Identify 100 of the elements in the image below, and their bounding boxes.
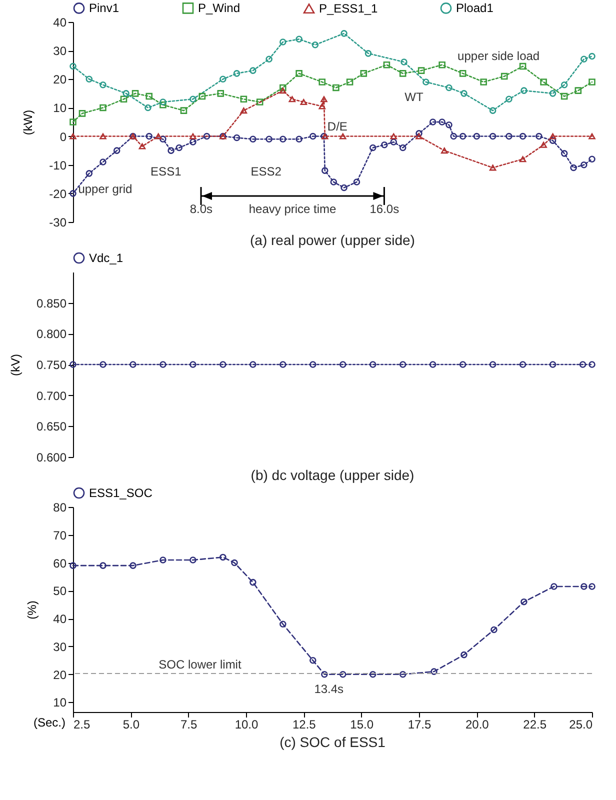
point [322, 167, 328, 174]
y-tick-label: 60 [53, 556, 67, 570]
point [369, 144, 376, 152]
x-tick-label: 12.5 [292, 718, 316, 732]
y-tick-label: 20 [53, 668, 67, 682]
point [520, 87, 528, 94]
point [300, 98, 308, 106]
point [459, 132, 466, 140]
point [154, 133, 162, 140]
point [280, 88, 286, 94]
point [250, 136, 256, 143]
point [296, 70, 302, 77]
y-tick-label: 10 [53, 101, 67, 116]
point [460, 90, 468, 97]
annotation: 13.4s [314, 682, 344, 696]
y-tick-label: 0.800 [36, 327, 67, 342]
point [266, 56, 272, 63]
point [399, 670, 406, 678]
point [198, 92, 206, 100]
point [450, 132, 457, 140]
point [70, 118, 76, 126]
x-tick-label: 25.0 [569, 718, 593, 732]
y-tick-label: 0.600 [36, 450, 67, 464]
point [100, 562, 106, 569]
point [560, 150, 568, 157]
point [70, 562, 76, 569]
point [440, 148, 448, 154]
point [100, 104, 106, 112]
point [506, 96, 512, 103]
point [549, 90, 556, 97]
point [549, 137, 556, 144]
point [233, 70, 240, 77]
point [280, 38, 286, 46]
x-tick-label: 15.0 [350, 718, 374, 732]
point [86, 170, 93, 177]
y-tick-label: 40 [53, 612, 67, 626]
annotation: ESS2 [250, 164, 282, 179]
point [220, 554, 226, 561]
point [339, 670, 346, 678]
point [506, 132, 512, 140]
point [400, 58, 408, 66]
point [459, 70, 466, 77]
point [536, 132, 542, 140]
legend-label: P_ESS1_1 [319, 2, 378, 16]
point [240, 108, 248, 114]
point [381, 141, 388, 148]
y-tick-label: -30 [49, 216, 67, 230]
point [231, 559, 238, 566]
point [296, 36, 302, 43]
point [429, 118, 436, 126]
x-tick-label: 5.0 [122, 718, 140, 732]
y-axis-title: (%) [25, 600, 40, 620]
x-tick-label: 20.0 [465, 718, 490, 732]
point [180, 107, 188, 114]
point [489, 132, 496, 140]
y-tick-label: 70 [53, 528, 67, 542]
point [364, 50, 372, 57]
annotation: upper side load [458, 49, 540, 63]
point [280, 84, 286, 92]
point [549, 133, 556, 140]
x-tick-label: 22.5 [523, 718, 547, 732]
point [100, 133, 106, 140]
point [100, 158, 106, 166]
y-tick-label: 0.700 [36, 388, 67, 403]
point [588, 583, 596, 590]
y-tick-label: 20 [53, 72, 67, 87]
point [588, 156, 596, 163]
y-tick-label: 0.850 [36, 296, 67, 310]
point [146, 92, 153, 100]
point [70, 133, 76, 140]
y-tick-label: 50 [53, 584, 67, 598]
point [383, 61, 390, 68]
y-axis-title: (kW) [21, 110, 36, 136]
point [190, 96, 196, 103]
point [340, 30, 348, 37]
y-tick-label: 30 [53, 44, 67, 58]
point [138, 143, 146, 150]
point [520, 598, 528, 606]
point [473, 132, 480, 140]
point [266, 136, 272, 143]
legend-label: ESS1_SOC [89, 486, 153, 500]
point [220, 76, 226, 83]
point [369, 670, 376, 678]
annotation: heavy price time [248, 202, 337, 216]
point [588, 133, 596, 140]
y-tick-label: 10 [53, 696, 67, 710]
point [360, 70, 368, 77]
point [144, 104, 152, 112]
point [330, 178, 338, 186]
point [560, 92, 568, 100]
y-axis-title: (kV) [8, 354, 22, 376]
point [580, 161, 588, 168]
point [570, 164, 577, 172]
point [120, 96, 128, 103]
point [132, 90, 139, 97]
point [399, 144, 406, 152]
point [519, 132, 526, 140]
x-tick-label: 17.5 [408, 718, 432, 732]
annotation: 8.0s [190, 202, 213, 216]
y-tick-label: 80 [53, 500, 67, 514]
